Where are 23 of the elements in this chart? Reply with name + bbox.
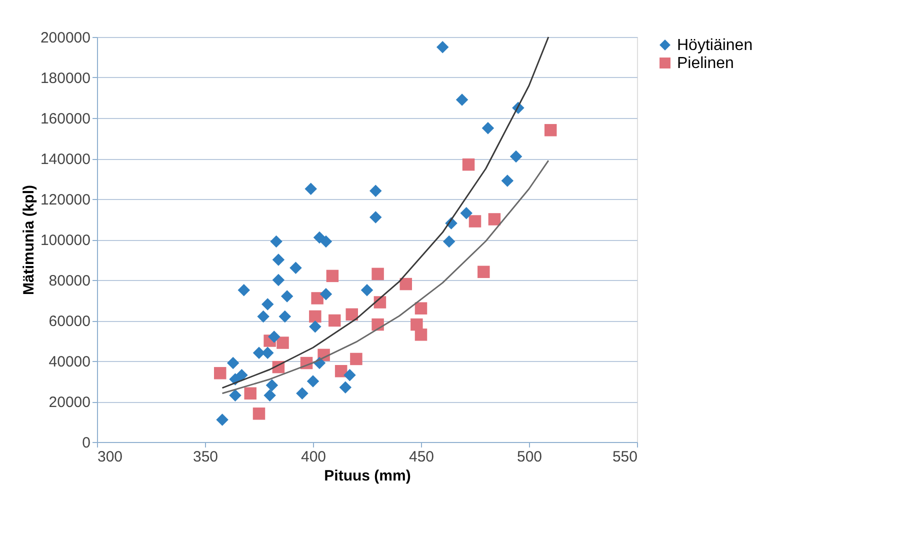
x-tick-label: 550 <box>612 448 638 466</box>
legend-label: Höytiäinen <box>677 37 753 54</box>
y-tick-label: 180000 <box>40 70 90 87</box>
y-tick-label: 40000 <box>48 354 90 370</box>
y-tick-label: 160000 <box>40 110 90 128</box>
y-tick-label: 60000 <box>48 313 90 330</box>
y-tick-label: 120000 <box>40 192 90 208</box>
x-tick-label: 300 <box>98 448 123 466</box>
y-tick-label: 140000 <box>40 151 90 168</box>
y-tick-label: 200000 <box>40 30 90 46</box>
y-tick-label: 0 <box>82 434 90 452</box>
x-tick-label: 350 <box>192 448 218 466</box>
x-axis-title: Pituus (mm) <box>324 468 411 484</box>
x-tick-label: 400 <box>300 448 326 466</box>
x-tick-label: 500 <box>516 448 542 466</box>
y-axis-title: Mätimunia (kpl) <box>20 184 38 296</box>
x-tick-label: 450 <box>408 448 434 466</box>
legend-label: Pielinen <box>677 55 734 72</box>
y-tick-label: 100000 <box>40 232 90 249</box>
y-tick-label: 80000 <box>48 272 90 290</box>
line-series <box>222 160 550 394</box>
line-series <box>222 36 550 389</box>
y-tick-label: 20000 <box>48 394 90 411</box>
